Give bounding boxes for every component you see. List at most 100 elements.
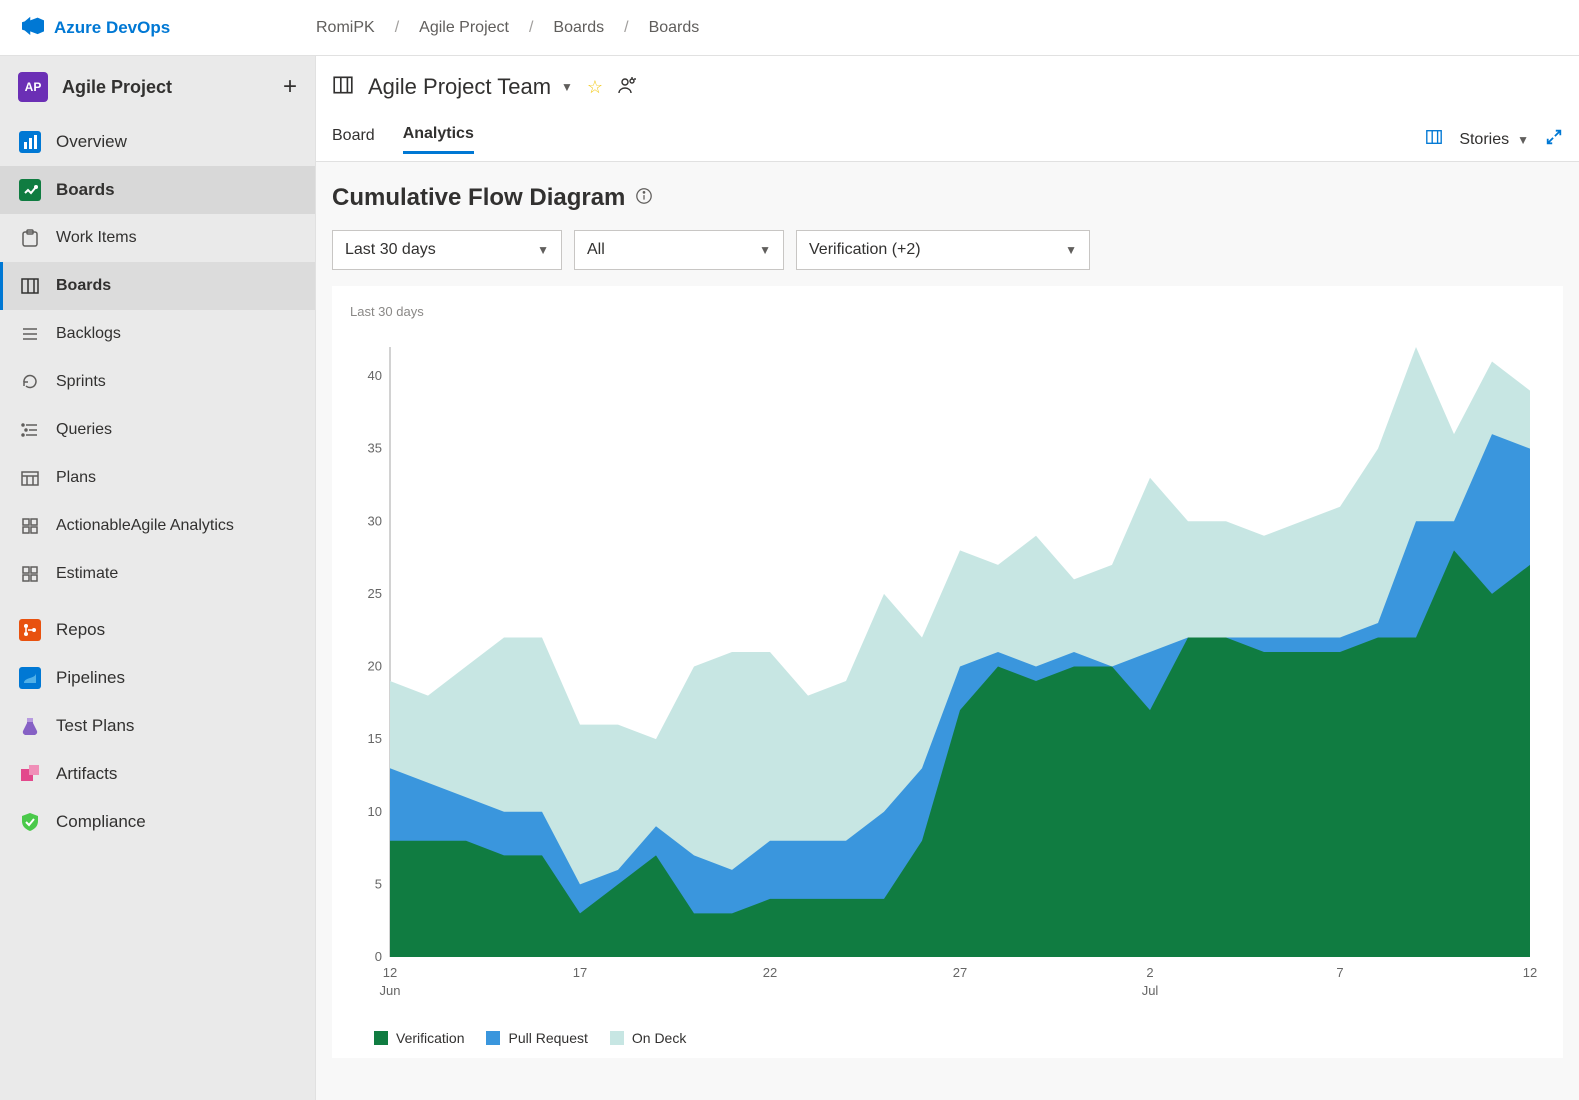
queries-icon bbox=[18, 418, 42, 442]
compliance-icon bbox=[18, 810, 42, 834]
sidebar-item-compliance[interactable]: Compliance bbox=[0, 798, 315, 846]
sidebar-item-plans[interactable]: Plans bbox=[0, 454, 315, 502]
repos-icon bbox=[18, 618, 42, 642]
grid-icon bbox=[18, 562, 42, 586]
breadcrumb-item[interactable]: Boards bbox=[649, 19, 700, 37]
tab-analytics[interactable]: Analytics bbox=[403, 125, 474, 154]
pipelines-icon bbox=[18, 666, 42, 690]
breadcrumb-item[interactable]: RomiPK bbox=[316, 19, 375, 37]
legend-item-pull-request[interactable]: Pull Request bbox=[486, 1030, 587, 1046]
filter-swimlane[interactable]: All ▼ bbox=[574, 230, 784, 270]
svg-text:10: 10 bbox=[368, 804, 382, 819]
info-icon[interactable] bbox=[635, 187, 653, 210]
sidebar-item-label: Overview bbox=[56, 132, 127, 152]
sidebar-item-artifacts[interactable]: Artifacts bbox=[0, 750, 315, 798]
sidebar-item-sprints[interactable]: Sprints bbox=[0, 358, 315, 406]
sidebar-item-queries[interactable]: Queries bbox=[0, 406, 315, 454]
svg-text:15: 15 bbox=[368, 731, 382, 746]
sidebar-item-work-items[interactable]: Work Items bbox=[0, 214, 315, 262]
legend-swatch bbox=[486, 1031, 500, 1045]
team-board-icon bbox=[332, 74, 354, 101]
legend-swatch bbox=[374, 1031, 388, 1045]
artifacts-icon bbox=[18, 762, 42, 786]
breadcrumb-separator: / bbox=[529, 19, 533, 37]
sidebar-item-repos[interactable]: Repos bbox=[0, 606, 315, 654]
sprints-icon bbox=[18, 370, 42, 394]
sidebar: AP Agile Project + Overview Boards Work … bbox=[0, 56, 316, 1100]
legend-label: On Deck bbox=[632, 1030, 686, 1046]
sidebar-boards-sub: Work Items Boards Backlogs Sprints Queri… bbox=[0, 214, 315, 598]
chart-subtitle: Last 30 days bbox=[350, 304, 1545, 319]
sidebar-item-label: Test Plans bbox=[56, 716, 134, 736]
breadcrumb-item[interactable]: Boards bbox=[553, 19, 604, 37]
tab-board[interactable]: Board bbox=[332, 127, 375, 153]
svg-text:20: 20 bbox=[368, 659, 382, 674]
sidebar-item-pipelines[interactable]: Pipelines bbox=[0, 654, 315, 702]
board-icon bbox=[18, 274, 42, 298]
project-header[interactable]: AP Agile Project + bbox=[0, 56, 315, 118]
tabs: Board Analytics Stories ▼ bbox=[316, 118, 1579, 162]
filter-swimlane-label: All bbox=[587, 241, 605, 259]
sidebar-item-label: Sprints bbox=[56, 373, 106, 391]
svg-text:Jul: Jul bbox=[1142, 983, 1159, 998]
chevron-down-icon: ▼ bbox=[1065, 243, 1077, 257]
project-badge: AP bbox=[18, 72, 48, 102]
sidebar-item-label: ActionableAgile Analytics bbox=[56, 517, 234, 535]
sidebar-item-label: Artifacts bbox=[56, 764, 117, 784]
top-bar: Azure DevOps RomiPK / Agile Project / Bo… bbox=[0, 0, 1579, 56]
fullscreen-button[interactable] bbox=[1545, 128, 1563, 151]
sidebar-item-label: Backlogs bbox=[56, 325, 121, 343]
svg-text:12: 12 bbox=[1523, 965, 1537, 980]
sidebar-item-actionable-agile[interactable]: ActionableAgile Analytics bbox=[0, 502, 315, 550]
filter-columns-label: Verification (+2) bbox=[809, 241, 921, 259]
filters: Last 30 days▼ All ▼ Verification (+2) ▼ bbox=[332, 230, 1563, 270]
legend-item-on-deck[interactable]: On Deck bbox=[610, 1030, 686, 1046]
overview-icon bbox=[18, 130, 42, 154]
sidebar-item-overview[interactable]: Overview bbox=[0, 118, 315, 166]
test-plans-icon bbox=[18, 714, 42, 738]
team-header: Agile Project Team ▼ ☆ bbox=[316, 56, 1579, 118]
sidebar-item-label: Estimate bbox=[56, 565, 118, 583]
team-selector[interactable]: Agile Project Team ▼ bbox=[368, 74, 573, 100]
filter-period[interactable]: Last 30 days▼ bbox=[332, 230, 562, 270]
breadcrumb-separator: / bbox=[395, 19, 399, 37]
sidebar-item-boards-sub[interactable]: Boards bbox=[0, 262, 315, 310]
stories-selector[interactable]: Stories ▼ bbox=[1459, 131, 1529, 149]
breadcrumb-separator: / bbox=[624, 19, 628, 37]
legend-swatch bbox=[610, 1031, 624, 1045]
breadcrumb: RomiPK / Agile Project / Boards / Boards bbox=[316, 19, 699, 37]
boards-icon bbox=[18, 178, 42, 202]
chevron-down-icon: ▼ bbox=[561, 80, 573, 94]
filter-columns[interactable]: Verification (+2) ▼ bbox=[796, 230, 1090, 270]
chart-legend: Verification Pull Request On Deck bbox=[350, 1030, 1545, 1046]
svg-text:17: 17 bbox=[573, 965, 587, 980]
chevron-down-icon: ▼ bbox=[759, 243, 771, 257]
sidebar-item-label: Pipelines bbox=[56, 668, 125, 688]
breadcrumb-item[interactable]: Agile Project bbox=[419, 19, 509, 37]
sidebar-item-boards[interactable]: Boards bbox=[0, 166, 315, 214]
sidebar-item-label: Repos bbox=[56, 620, 105, 640]
svg-text:5: 5 bbox=[375, 876, 382, 891]
svg-text:12: 12 bbox=[383, 965, 397, 980]
team-members-button[interactable] bbox=[617, 75, 637, 100]
legend-label: Verification bbox=[396, 1030, 464, 1046]
page-title: Cumulative Flow Diagram bbox=[332, 184, 625, 212]
sidebar-item-test-plans[interactable]: Test Plans bbox=[0, 702, 315, 750]
content: Cumulative Flow Diagram Last 30 days▼ Al… bbox=[316, 162, 1579, 1100]
new-item-button[interactable]: + bbox=[283, 73, 297, 101]
project-name: Agile Project bbox=[62, 77, 269, 98]
brand-label: Azure DevOps bbox=[54, 18, 170, 38]
filter-period-label: Last 30 days bbox=[345, 241, 436, 259]
svg-text:40: 40 bbox=[368, 368, 382, 383]
grid-icon bbox=[18, 514, 42, 538]
svg-text:30: 30 bbox=[368, 513, 382, 528]
board-type-icon bbox=[1425, 128, 1443, 151]
svg-text:25: 25 bbox=[368, 586, 382, 601]
favorite-button[interactable]: ☆ bbox=[587, 77, 603, 98]
team-name: Agile Project Team bbox=[368, 74, 551, 100]
sidebar-item-backlogs[interactable]: Backlogs bbox=[0, 310, 315, 358]
legend-item-verification[interactable]: Verification bbox=[374, 1030, 464, 1046]
stories-label: Stories bbox=[1459, 131, 1509, 149]
sidebar-item-estimate[interactable]: Estimate bbox=[0, 550, 315, 598]
brand[interactable]: Azure DevOps bbox=[0, 14, 316, 41]
